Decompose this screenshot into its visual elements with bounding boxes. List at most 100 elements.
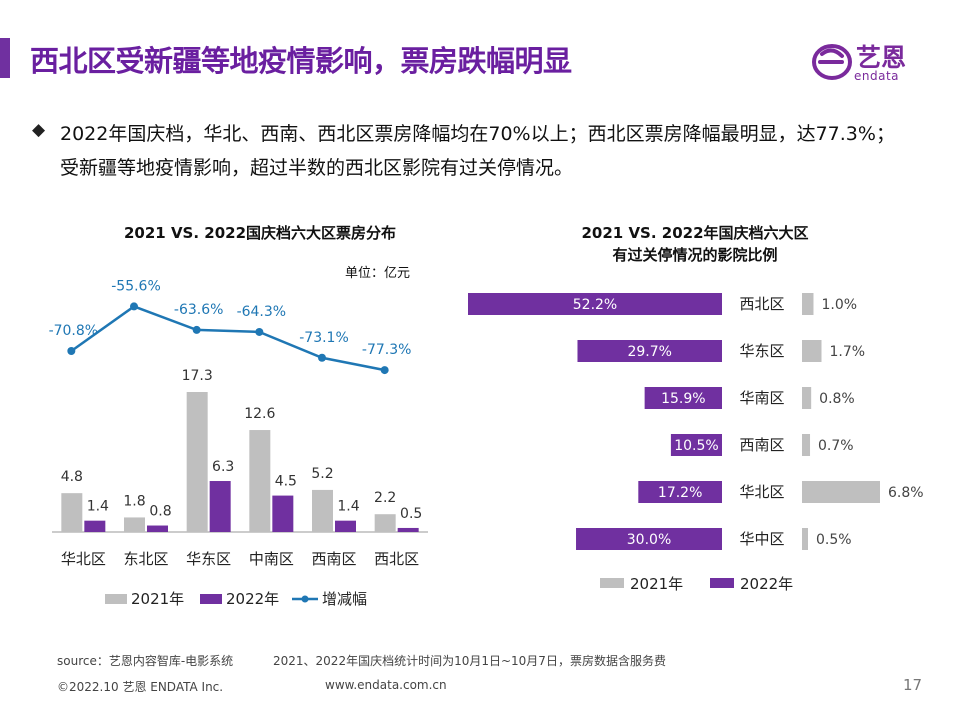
line-data-label: -55.6% (111, 278, 161, 294)
bar-2022-closure (468, 293, 722, 315)
bar-2022-closure (638, 481, 722, 503)
logo-text-cn: 艺恩 (856, 43, 907, 72)
footer-source: source：艺恩内容智库-电影系统 (57, 654, 234, 668)
closure-label-2021: 0.5% (816, 532, 852, 548)
diamond-bullet-icon: ◆ (32, 120, 46, 140)
data-label-2021: 2.2 (374, 490, 396, 506)
bar-2021 (186, 392, 208, 532)
bar-2022 (335, 520, 356, 532)
x-tick-label: 中南区 (249, 550, 294, 568)
x-tick-label: 东北区 (123, 550, 168, 568)
page-title: 西北区受新疆等地疫情影响，票房跌幅明显 (30, 44, 572, 78)
unit-label: 单位：亿元 (345, 266, 411, 281)
e-logo-icon (812, 44, 852, 80)
region-label: 华南区 (739, 389, 784, 407)
line-data-label: -73.1% (299, 330, 349, 346)
line-data-label: -63.6% (174, 302, 224, 318)
bar-2022 (84, 520, 106, 532)
data-label-2022: 6.3 (212, 459, 234, 475)
legend-swatch-2021 (105, 594, 127, 604)
bar-2022-closure (670, 434, 722, 456)
bar-2021 (374, 514, 396, 532)
closure-label-2022: 29.7% (627, 344, 671, 360)
closure-label-2021: 1.7% (830, 344, 866, 360)
region-label: 西南区 (739, 436, 784, 454)
data-label-2021: 1.8 (123, 493, 145, 509)
bar-2021 (61, 493, 83, 532)
line-point (67, 347, 76, 356)
data-label-2021: 5.2 (311, 466, 333, 482)
legend-label-2021: 2021年 (131, 590, 184, 608)
bar-2021 (249, 430, 271, 532)
closure-label-2022: 52.2% (573, 297, 617, 313)
data-label-2021: 4.8 (61, 469, 83, 485)
bar-2022 (209, 481, 231, 532)
page-number: 17 (903, 676, 923, 694)
closure-label-2022: 30.0% (627, 532, 671, 548)
legend-swatch-2022 (200, 594, 222, 604)
closure-label-2022: 15.9% (661, 391, 705, 407)
closure-label-2022: 17.2% (658, 485, 702, 501)
summary-paragraph: 2022年国庆档，华北、西南、西北区票房降幅均在70%以上；西北区票房降幅最明显… (60, 123, 895, 179)
x-tick-label: 西南区 (311, 550, 356, 568)
line-point (192, 325, 201, 334)
line-data-label: -77.3% (362, 342, 412, 358)
bar-2021-closure (802, 528, 808, 550)
data-label-2022: 0.5 (400, 506, 422, 522)
legend-label-change: 增减幅 (322, 590, 367, 608)
bar-2021 (124, 517, 145, 532)
closure-label-2021: 0.7% (818, 438, 854, 454)
logo-text-en: endata (854, 69, 900, 83)
line-point (318, 353, 326, 362)
line-data-label: -64.3% (237, 304, 287, 320)
data-label-2022: 1.4 (87, 499, 109, 515)
data-label-2022: 0.8 (149, 504, 171, 520)
legend-label-2021: 2021年 (630, 575, 683, 593)
data-label-2022: 4.5 (275, 474, 297, 490)
bar-2021-closure (802, 387, 812, 409)
footer-copyright: ©2022.10 艺恩 ENDATA Inc. (57, 680, 224, 694)
bar-2021 (312, 489, 333, 532)
line-point (380, 366, 389, 375)
bar-2022 (397, 527, 419, 532)
region-label: 华北区 (739, 483, 784, 501)
closure-label-2021: 1.0% (821, 297, 857, 313)
right-chart-title-line2: 有过关停情况的影院比例 (612, 246, 778, 264)
right-chart-title-line1: 2021 VS. 2022年国庆档六大区 (581, 224, 809, 242)
data-label-2021: 12.6 (244, 406, 275, 422)
title-accent-bar (0, 38, 10, 78)
closure-label-2022: 10.5% (674, 438, 718, 454)
legend-swatch-2022 (710, 578, 734, 588)
legend-label-2022: 2022年 (740, 575, 793, 593)
region-label: 华中区 (739, 530, 784, 548)
bar-2021-closure (802, 293, 814, 315)
data-label-2022: 1.4 (337, 499, 359, 515)
x-tick-label: 华东区 (186, 550, 231, 568)
bar-2022-closure (576, 528, 722, 550)
footer-note: 2021、2022年国庆档统计时间为10月1日~10月7日，票房数据含服务费 (273, 654, 666, 668)
legend-line-marker (301, 595, 309, 603)
bar-2022 (147, 525, 168, 532)
region-label: 西北区 (739, 295, 784, 313)
bar-2022-closure (644, 387, 722, 409)
x-tick-label: 华北区 (61, 550, 106, 568)
line-point (255, 327, 264, 336)
bar-2021-closure (802, 434, 811, 456)
closure-label-2021: 6.8% (888, 485, 924, 501)
bar-2022 (272, 495, 294, 532)
legend-label-2022: 2022年 (226, 590, 279, 608)
region-label: 华东区 (739, 342, 784, 360)
closure-label-2021: 0.8% (819, 391, 855, 407)
x-tick-label: 西北区 (374, 550, 419, 568)
bar-2021-closure (802, 340, 822, 362)
line-data-label: -70.8% (49, 323, 99, 339)
data-label-2021: 17.3 (182, 368, 213, 384)
legend-swatch-2021 (600, 578, 624, 588)
line-point (130, 302, 138, 311)
bar-2022-closure (577, 340, 722, 362)
left-chart-title: 2021 VS. 2022国庆档六大区票房分布 (123, 224, 397, 242)
change-rate-line (70, 305, 385, 372)
footer-website[interactable]: www.endata.com.cn (325, 678, 447, 692)
